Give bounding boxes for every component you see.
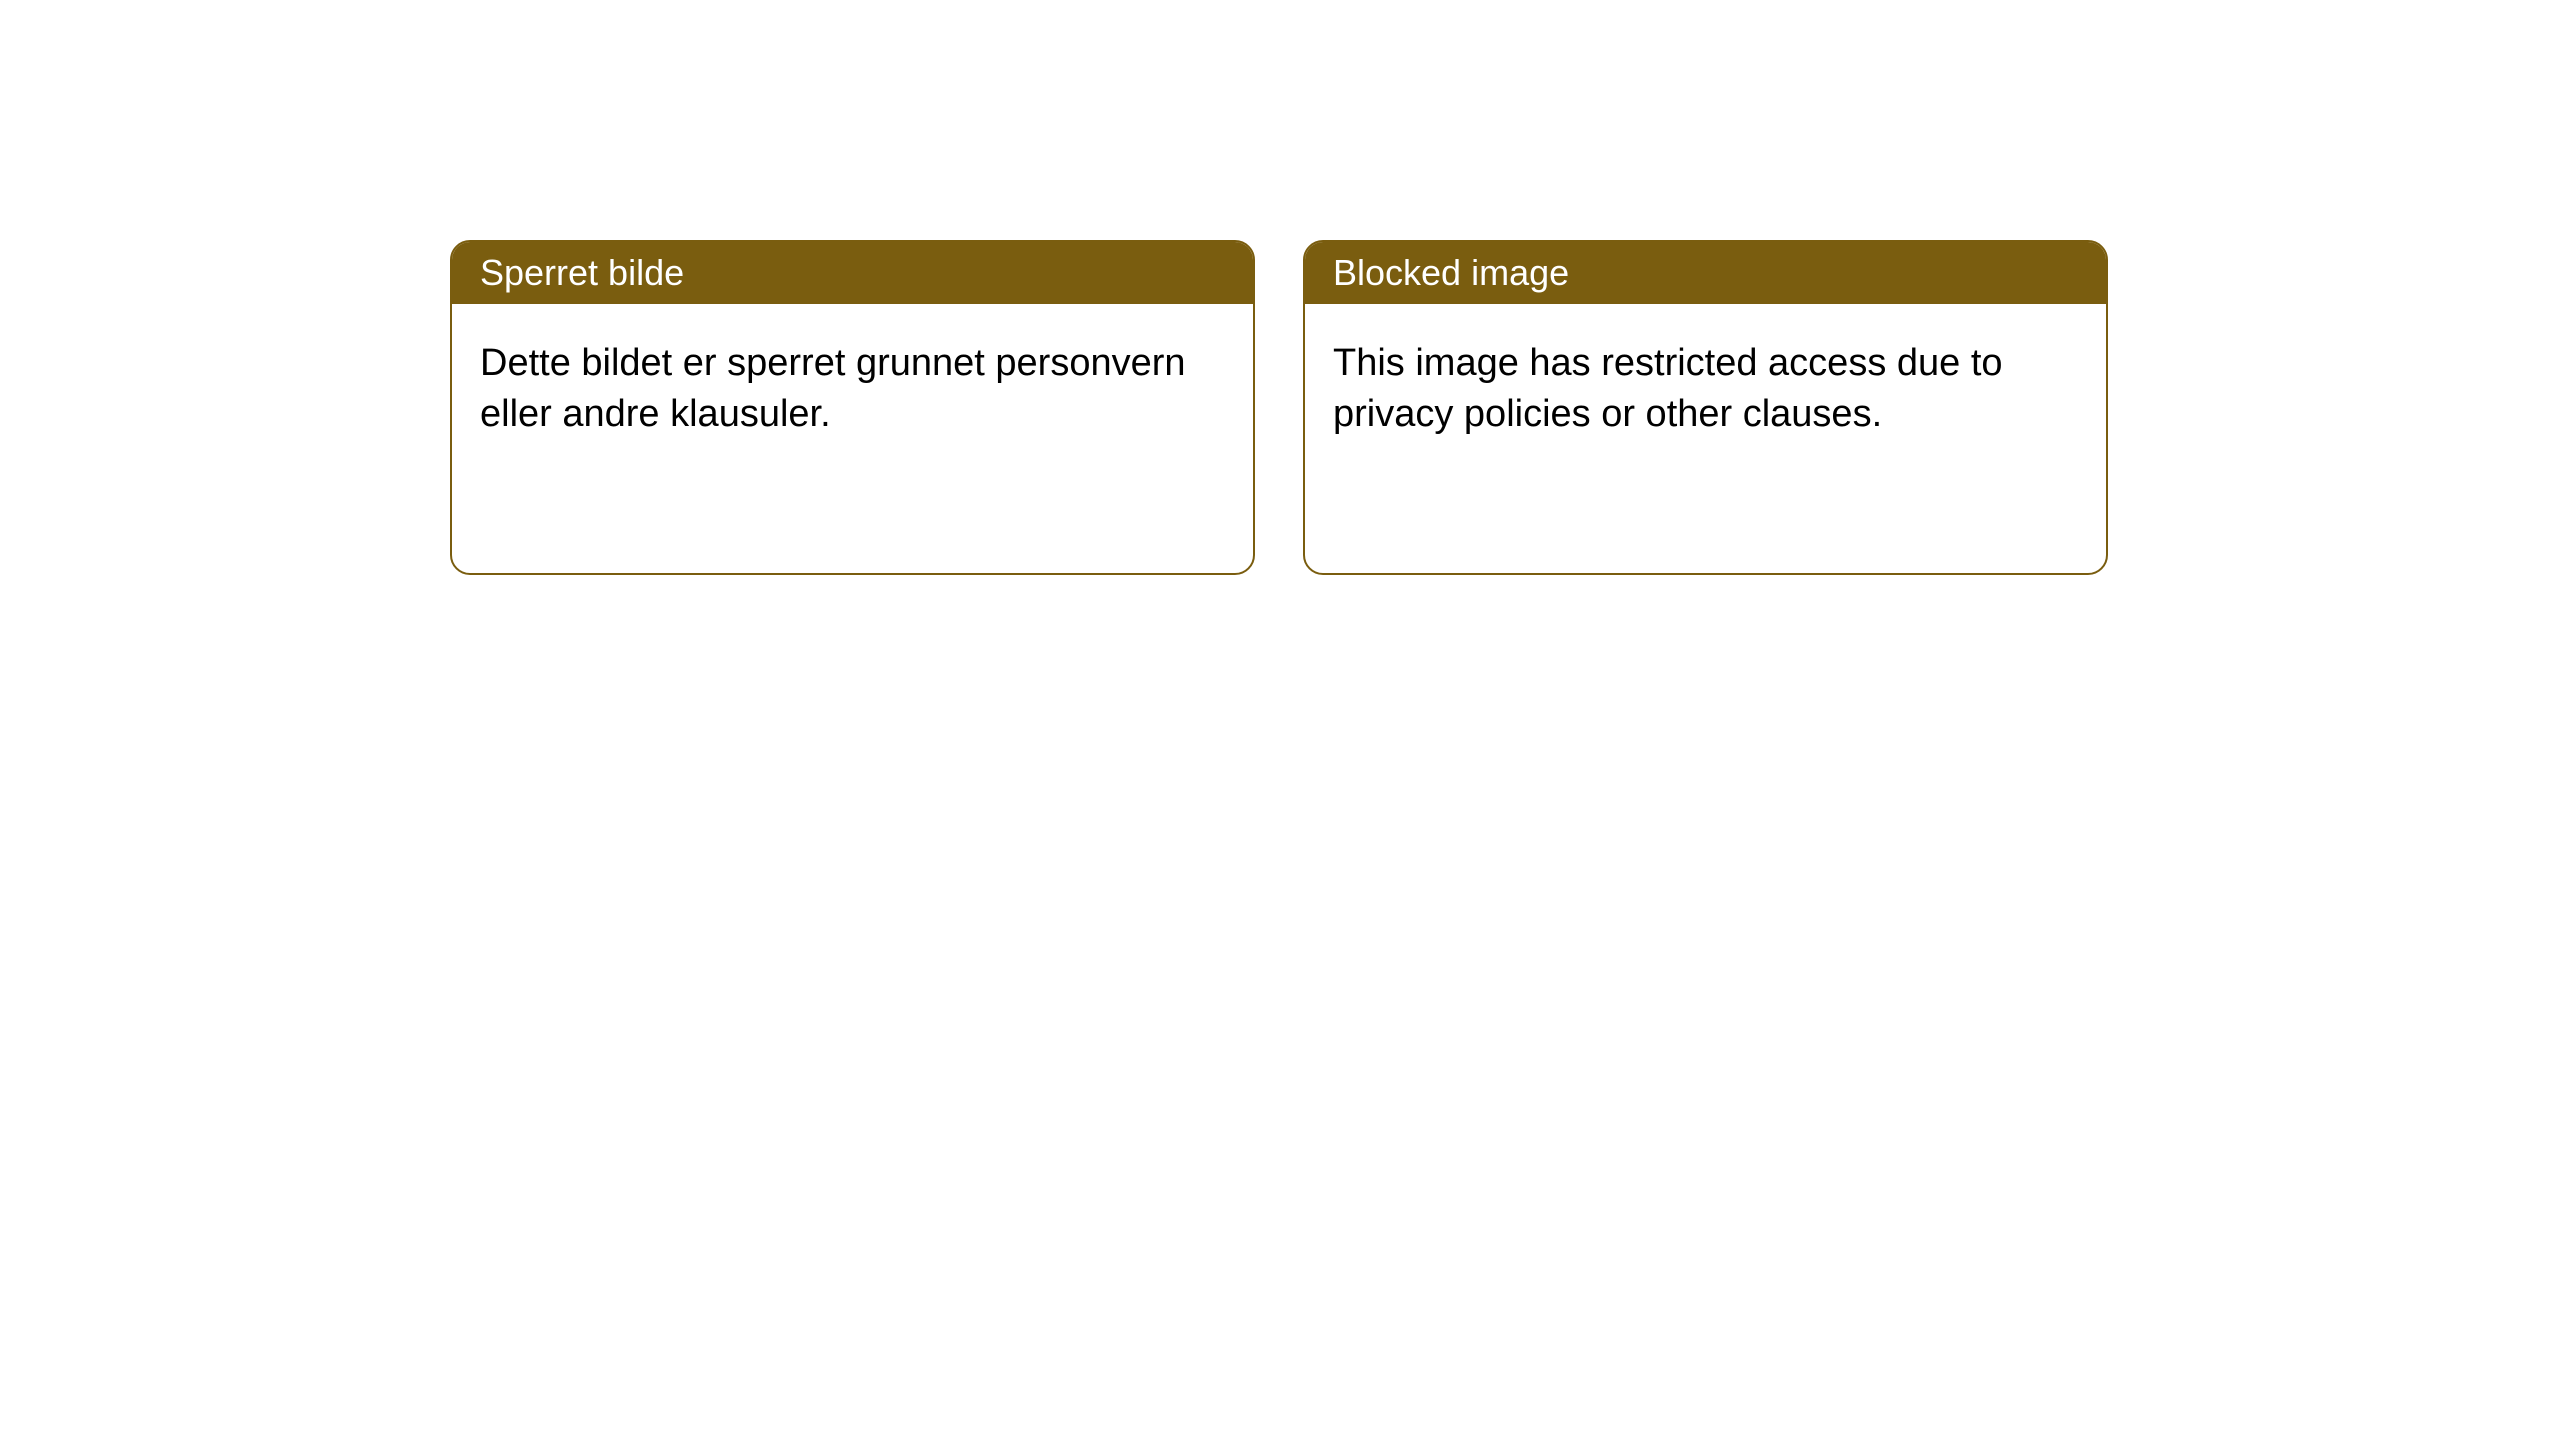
card-header: Blocked image xyxy=(1305,242,2106,304)
notice-card-english: Blocked image This image has restricted … xyxy=(1303,240,2108,575)
card-title: Blocked image xyxy=(1333,252,1569,293)
notice-card-norwegian: Sperret bilde Dette bildet er sperret gr… xyxy=(450,240,1255,575)
card-body-text: Dette bildet er sperret grunnet personve… xyxy=(480,342,1186,435)
card-body: Dette bildet er sperret grunnet personve… xyxy=(452,304,1253,475)
card-title: Sperret bilde xyxy=(480,252,684,293)
card-body: This image has restricted access due to … xyxy=(1305,304,2106,475)
notice-cards-container: Sperret bilde Dette bildet er sperret gr… xyxy=(0,0,2560,575)
card-body-text: This image has restricted access due to … xyxy=(1333,342,2003,435)
card-header: Sperret bilde xyxy=(452,242,1253,304)
